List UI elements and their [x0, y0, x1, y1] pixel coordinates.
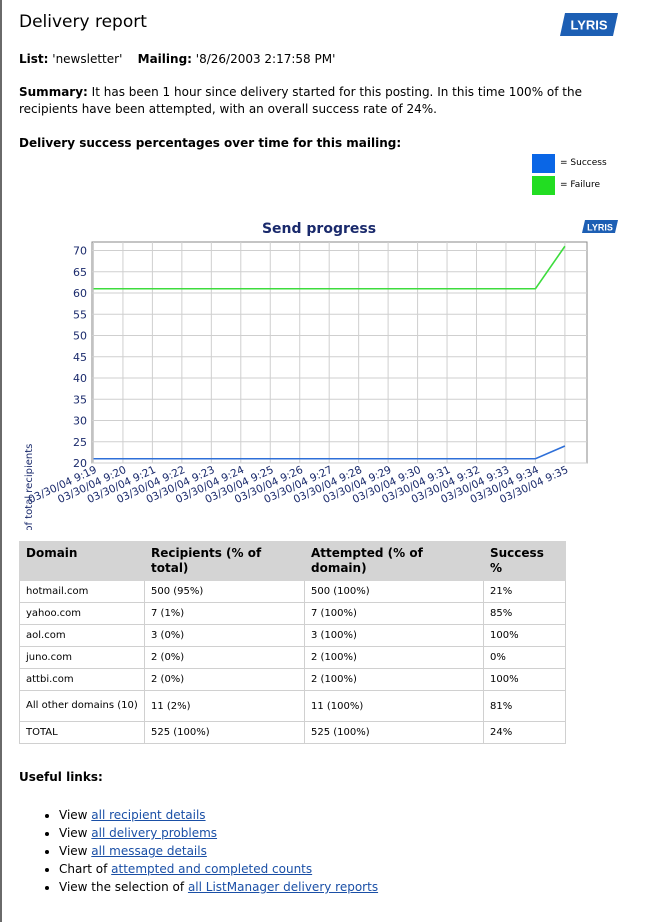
cell-attempted: 2 (100%): [304, 646, 484, 669]
y-axis-label: Percentage of total recipients: [24, 444, 35, 530]
y-tick-label: 60: [73, 287, 87, 300]
table-row: attbi.com 2 (0%) 2 (100%) 100%: [19, 668, 566, 691]
listmanager-delivery-reports-link[interactable]: all ListManager delivery reports: [187, 880, 379, 894]
cell-success: 21%: [483, 580, 566, 603]
series-line-failure: [93, 245, 566, 290]
page-title: Delivery report: [19, 12, 147, 32]
table-row: juno.com 2 (0%) 2 (100%) 0%: [19, 646, 566, 669]
table-row: aol.com 3 (0%) 3 (100%) 100%: [19, 624, 566, 647]
cell-attempted: 7 (100%): [304, 602, 484, 625]
legend-swatch-success: [532, 154, 555, 173]
cell-attempted: 11 (100%): [304, 690, 484, 722]
useful-links-heading: Useful links:: [19, 770, 103, 784]
summary: Summary: It has been 1 hour since delive…: [19, 84, 619, 118]
attempted-completed-counts-link[interactable]: attempted and completed counts: [111, 862, 313, 876]
cell-domain: attbi.com: [19, 668, 145, 691]
header-recipients: Recipients (% of total): [144, 541, 305, 581]
list-item: View all recipient details: [59, 806, 378, 824]
cell-success: 85%: [483, 602, 566, 625]
y-tick-label: 45: [73, 351, 87, 364]
cell-attempted: 500 (100%): [304, 580, 484, 603]
cell-attempted: 525 (100%): [304, 721, 484, 744]
y-tick-label: 30: [73, 415, 87, 428]
cell-recipients: 7 (1%): [144, 602, 305, 625]
y-tick-label: 55: [73, 308, 87, 321]
cell-attempted: 3 (100%): [304, 624, 484, 647]
cell-recipients: 500 (95%): [144, 580, 305, 603]
y-tick-label: 20: [73, 457, 87, 470]
legend-label-success: = Success: [560, 158, 607, 168]
y-tick-label: 40: [73, 372, 87, 385]
useful-links-list: View all recipient details View all deli…: [37, 806, 378, 896]
summary-label: Summary:: [19, 85, 88, 99]
cell-success: 0%: [483, 646, 566, 669]
link-prefix: Chart of: [59, 862, 112, 876]
y-tick-labels: 20 25 30 35 40 45 50 55 60 65 70: [73, 245, 87, 471]
legend-label-failure: = Failure: [560, 180, 601, 190]
chart-logo-text: LYRIS: [587, 223, 613, 233]
window-left-border: [0, 0, 2, 922]
chart-heading: Delivery success percentages over time f…: [19, 136, 402, 150]
chart-logo: LYRIS: [582, 220, 618, 233]
table-row-total: TOTAL 525 (100%) 525 (100%) 24%: [19, 721, 566, 744]
cell-recipients: 11 (2%): [144, 690, 305, 722]
mailing-value: '8/26/2003 2:17:58 PM': [195, 52, 336, 66]
y-tick-label: 65: [73, 266, 87, 279]
plot-area: [91, 241, 588, 464]
list-label: List:: [19, 52, 49, 66]
list-item: View the selection of all ListManager de…: [59, 878, 378, 896]
link-prefix: View: [59, 844, 92, 858]
summary-text: It has been 1 hour since delivery starte…: [19, 85, 582, 116]
link-prefix: View the selection of: [59, 880, 188, 894]
link-prefix: View: [59, 826, 92, 840]
cell-domain: hotmail.com: [19, 580, 145, 603]
y-tick-label: 25: [73, 436, 87, 449]
series-line-success: [93, 445, 566, 460]
header-attempted: Attempted (% of domain): [304, 541, 484, 581]
cell-recipients: 525 (100%): [144, 721, 305, 744]
all-recipient-details-link[interactable]: all recipient details: [91, 808, 206, 822]
cell-recipients: 2 (0%): [144, 668, 305, 691]
chart-title: Send progress: [262, 221, 376, 237]
send-progress-chart: Send progress LYRIS Percentage of total …: [24, 220, 618, 530]
cell-domain: juno.com: [19, 646, 145, 669]
cell-success: 24%: [483, 721, 566, 744]
header-domain: Domain: [19, 541, 145, 581]
domain-table: Domain Recipients (% of total) Attempted…: [19, 541, 566, 744]
cell-domain: TOTAL: [19, 721, 145, 744]
table-row: hotmail.com 500 (95%) 500 (100%) 21%: [19, 580, 566, 603]
table-row: All other domains (10) 11 (2%) 11 (100%)…: [19, 690, 566, 722]
list-item: View all delivery problems: [59, 824, 378, 842]
cell-success: 100%: [483, 624, 566, 647]
table-header-row: Domain Recipients (% of total) Attempted…: [19, 541, 566, 581]
cell-success: 81%: [483, 690, 566, 722]
link-prefix: View: [59, 808, 92, 822]
legend-swatch-failure: [532, 176, 555, 195]
cell-recipients: 3 (0%): [144, 624, 305, 647]
mailing-label: Mailing:: [137, 52, 192, 66]
cell-domain: yahoo.com: [19, 602, 145, 625]
list-item: Chart of attempted and completed counts: [59, 860, 378, 878]
list-mailing-info: List: 'newsletter' Mailing: '8/26/2003 2…: [19, 52, 335, 66]
list-item: View all message details: [59, 842, 378, 860]
y-tick-label: 50: [73, 330, 87, 343]
lyris-logo: LYRIS: [560, 13, 618, 36]
gridlines: [92, 242, 587, 464]
table-row: yahoo.com 7 (1%) 7 (100%) 85%: [19, 602, 566, 625]
y-tick-label: 35: [73, 393, 87, 406]
cell-recipients: 2 (0%): [144, 646, 305, 669]
lyris-logo-text: LYRIS: [570, 18, 607, 33]
cell-attempted: 2 (100%): [304, 668, 484, 691]
list-value: 'newsletter': [52, 52, 123, 66]
all-message-details-link[interactable]: all message details: [91, 844, 207, 858]
cell-success: 100%: [483, 668, 566, 691]
y-tick-label: 70: [73, 245, 87, 258]
series-lines: [93, 245, 566, 460]
all-delivery-problems-link[interactable]: all delivery problems: [91, 826, 218, 840]
header-success: Success %: [483, 541, 566, 581]
cell-domain: All other domains (10): [19, 690, 145, 722]
cell-domain: aol.com: [19, 624, 145, 647]
